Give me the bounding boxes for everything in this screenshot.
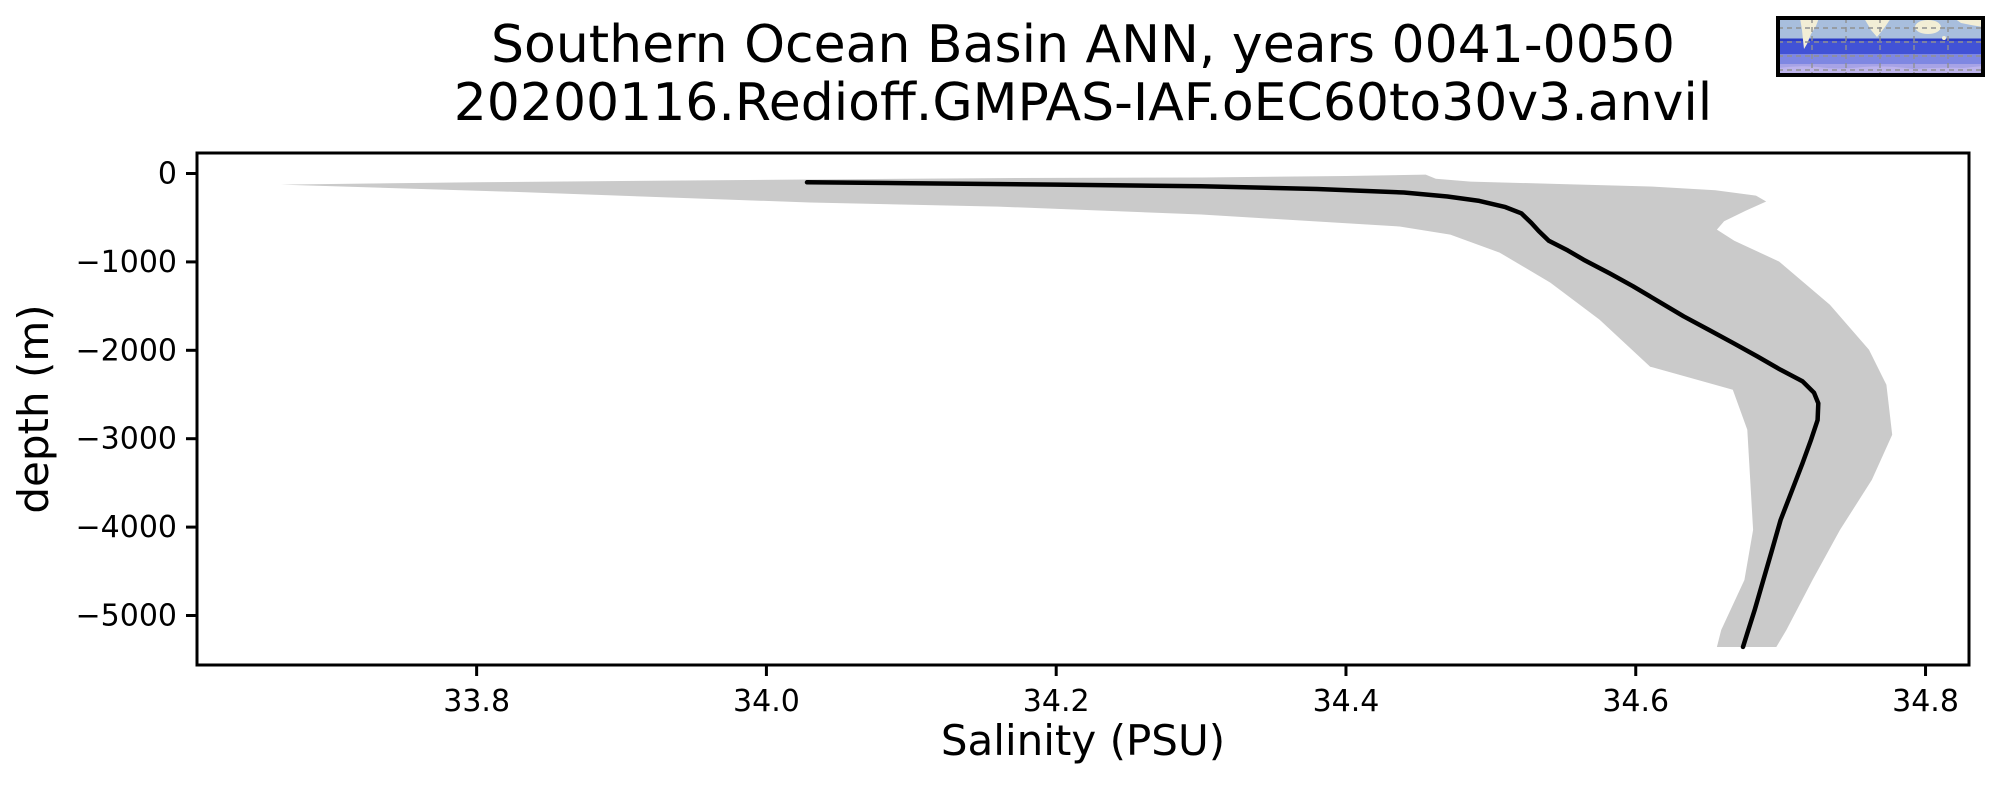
region-locator-map: [1776, 16, 1985, 77]
x-tick-label: 34.4: [1313, 684, 1380, 719]
x-tick-label: 34.2: [1023, 684, 1090, 719]
x-axis-label: Salinity (PSU): [941, 716, 1225, 765]
mean-salinity-line: [804, 180, 1821, 650]
x-tick-label: 34.8: [1892, 684, 1959, 719]
x-tick-label: 34.6: [1602, 684, 1669, 719]
x-axis-ticks: 33.8 34.0 34.2 34.4 34.6 34.8: [443, 665, 1959, 719]
x-tick-label: 33.8: [443, 684, 510, 719]
y-tick-label: −2000: [76, 333, 177, 368]
map-land-south-america: [1800, 18, 1819, 49]
x-tick-label: 34.0: [733, 684, 800, 719]
y-tick-label: −1000: [76, 245, 177, 280]
map-frame: [1776, 16, 1985, 77]
y-axis-ticks: 0 −1000 −2000 −3000 −4000 −5000: [76, 157, 197, 633]
y-tick-label: −3000: [76, 422, 177, 457]
map-graticule: [1778, 18, 1983, 75]
plot-area-border: [195, 151, 1971, 667]
salinity-envelope-band: [281, 174, 1893, 647]
map-land-australia: [1915, 20, 1941, 34]
chart-subtitle: 20200116.Redioff.GMPAS-IAF.oEC60to30v3.a…: [454, 73, 1713, 133]
map-land-new-zealand: [1942, 36, 1946, 40]
y-tick-label: −4000: [76, 510, 177, 545]
chart-title: Southern Ocean Basin ANN, years 0041-005…: [491, 15, 1675, 75]
y-axis-label: depth (m): [9, 304, 58, 513]
map-land-eurasia: [1954, 18, 1983, 27]
y-tick-label: 0: [158, 157, 177, 192]
y-tick-label: −5000: [76, 598, 177, 633]
